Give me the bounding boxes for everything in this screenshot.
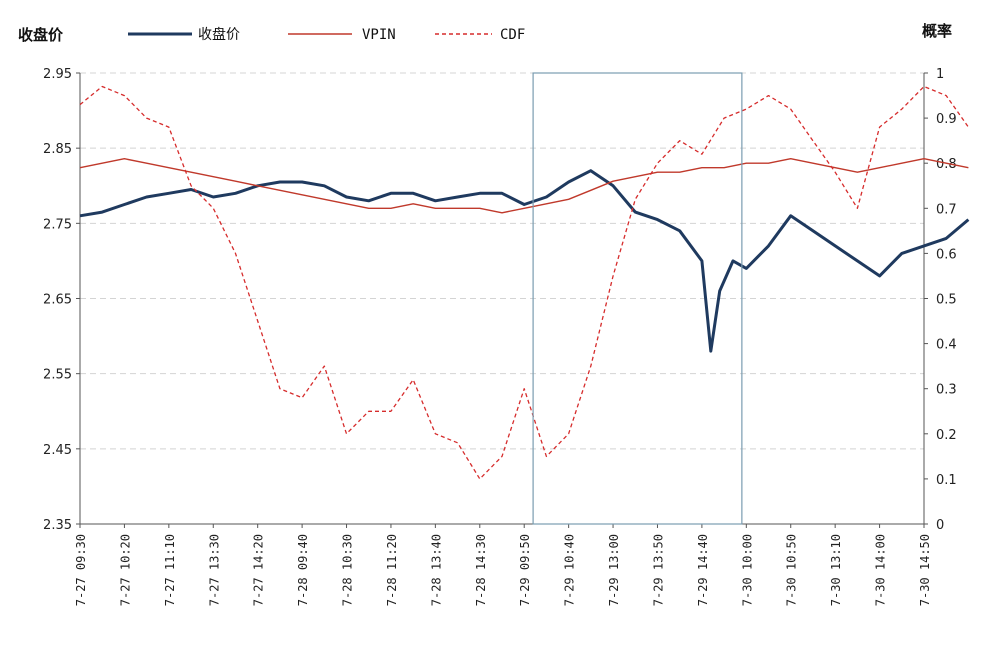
highlight-box: [532, 72, 743, 525]
x-tick-label: 7-29 14:40: [696, 534, 710, 606]
series-lines: [79, 85, 970, 480]
legend-label-vpin: VPIN: [362, 27, 396, 43]
y-right-tick-label: 0.2: [936, 428, 957, 443]
series-line-vpin: [79, 157, 969, 214]
x-tick-label: 7-28 14:30: [474, 534, 488, 606]
y-axis-left-title: 收盘价: [18, 26, 64, 44]
y-axis-right-title: 概率: [922, 22, 952, 40]
x-tick-label: 7-27 10:20: [118, 534, 132, 606]
x-tick-label: 7-27 13:30: [207, 534, 221, 606]
x-tick-label: 7-27 14:20: [252, 534, 266, 606]
y-right-tick-label: 0.1: [936, 473, 957, 488]
x-tick-label: 7-28 10:30: [341, 534, 355, 606]
x-tick-label: 7-30 14:50: [918, 534, 932, 606]
y-left-tick-label: 2.35: [43, 518, 72, 533]
x-tick-label: 7-29 09:50: [518, 534, 532, 606]
legend-label-close-price: 收盘价: [198, 26, 240, 43]
x-tick-label: 7-30 10:50: [785, 534, 799, 606]
y-left-tick-label: 2.75: [43, 217, 72, 232]
x-tick-label: 7-27 11:10: [163, 534, 177, 606]
y-left-tick-label: 2.95: [43, 67, 72, 82]
y-right-tick-label: 0.3: [936, 383, 957, 398]
x-tick-label: 7-29 13:50: [651, 534, 665, 606]
y-right-tick-label: 0.8: [936, 157, 957, 172]
y-right-tick-label: 0.5: [936, 293, 957, 308]
x-tick-label: 7-30 13:10: [829, 534, 843, 606]
series-line-close-price: [79, 169, 970, 353]
x-tick-label: 7-30 10:00: [740, 534, 754, 606]
x-tick-label: 7-30 14:00: [874, 534, 888, 606]
x-tick-label: 7-27 09:30: [74, 534, 88, 606]
y-right-tick-label: 0.4: [936, 338, 957, 353]
y-right-tick-label: 0.7: [936, 202, 957, 217]
y-right-tick-label: 1: [936, 67, 944, 82]
x-tick-label: 7-29 10:40: [563, 534, 577, 606]
y-axis-right-ticks: 1 0.9 0.8 0.7 0.6 0.5 0.4 0.3 0.2 0.1 0: [924, 67, 957, 533]
x-tick-label: 7-29 13:00: [607, 534, 621, 606]
legend: 收盘价 VPIN CDF: [128, 26, 525, 43]
x-tick-label: 7-28 11:20: [385, 534, 399, 606]
legend-label-cdf: CDF: [500, 27, 525, 43]
series-line-cdf: [79, 85, 969, 480]
y-right-tick-label: 0.9: [936, 112, 957, 127]
x-tick-label: 7-28 09:40: [296, 534, 310, 606]
x-tick-label: 7-28 13:40: [429, 534, 443, 606]
x-axis-ticks: 7-27 09:30 7-27 10:20 7-27 11:10 7-27 13:30…: [74, 524, 932, 606]
y-left-tick-label: 2.45: [43, 443, 72, 458]
y-left-tick-label: 2.55: [43, 368, 72, 383]
y-right-tick-label: 0.6: [936, 247, 957, 262]
y-right-tick-label: 0: [936, 518, 944, 533]
y-axis-left-ticks: 2.95 2.85 2.75 2.65 2.55 2.45 2.35: [43, 67, 80, 533]
gridlines: [80, 72, 924, 450]
y-left-tick-label: 2.85: [43, 142, 72, 157]
y-left-tick-label: 2.65: [43, 293, 72, 308]
